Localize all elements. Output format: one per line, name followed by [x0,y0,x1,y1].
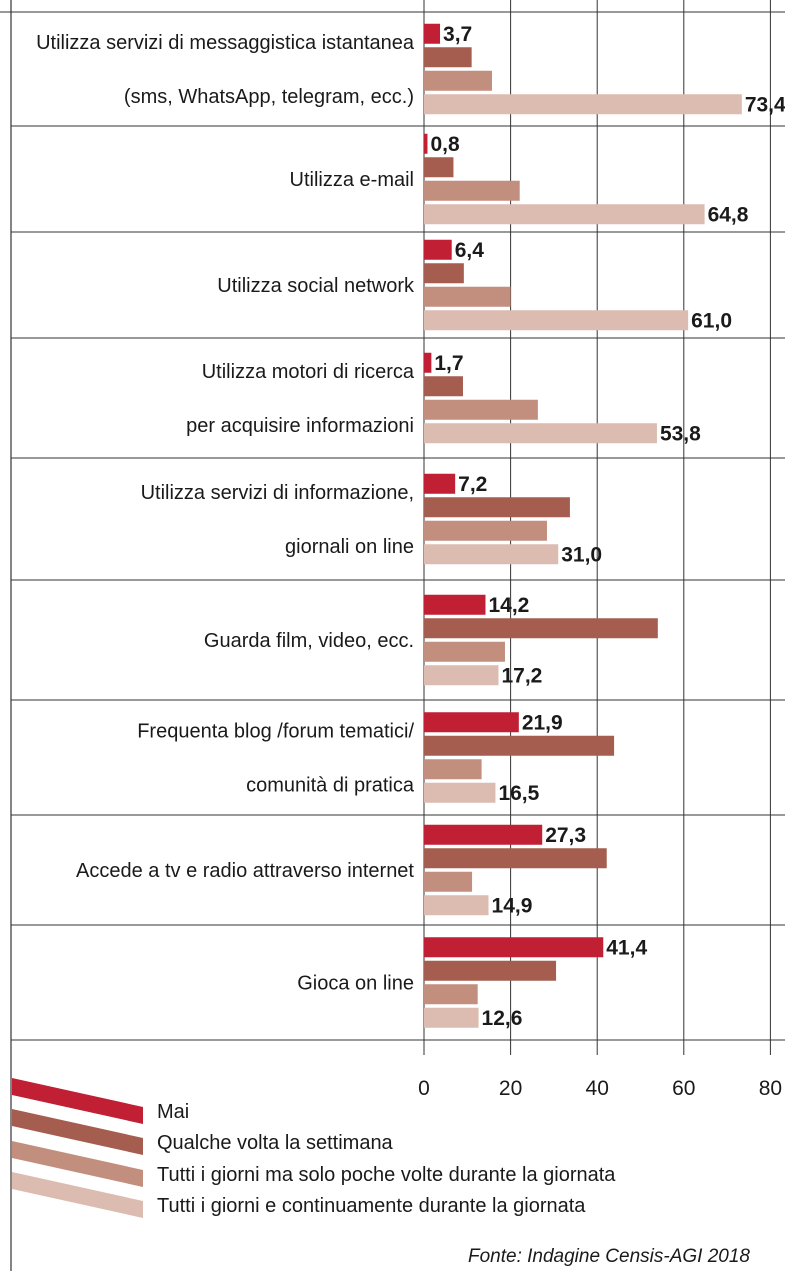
value-label: 14,9 [492,894,533,917]
legend: Mai Qualche volta la settimana Tutti i gio… [12,1078,616,1218]
legend-label: Tutti i giorni ma solo poche volte duran… [157,1164,616,1186]
value-label: 53,8 [660,422,701,445]
value-label: 17,2 [501,664,542,687]
bar [424,473,456,494]
legend-swatch [12,1141,143,1187]
legend-label: Qualche volta la settimana [157,1132,394,1154]
value-label: 1,7 [434,352,463,375]
bar [424,310,689,331]
bar [424,594,486,615]
bar [424,848,607,869]
value-label: 0,8 [430,133,460,156]
bar [424,871,473,892]
category-label: Utilizza social network [217,275,415,297]
bar [424,180,520,201]
legend-label: Tutti i giorni e continuamente durante l… [157,1195,586,1217]
bars [424,23,742,1028]
x-tick-label: 80 [759,1077,782,1100]
bar [424,47,472,68]
legend-swatch [12,1078,143,1124]
bar [424,937,604,958]
category-label: Utilizza motori di ricerca [202,361,415,383]
value-label: 12,6 [482,1007,523,1030]
category-label: per acquisire informazioni [186,415,414,437]
bar [424,735,615,756]
category-label: Gioca on line [297,973,414,995]
bar [424,712,519,733]
value-label: 61,0 [691,309,732,332]
bar [424,286,511,307]
x-axis-ticks: 0 20 40 60 80 [418,1077,782,1100]
source-note: Fonte: Indagine Censis-AGI 2018 [468,1246,750,1267]
category-labels: Utilizza servizi di messaggistica istant… [36,32,415,995]
bar [424,618,658,639]
value-labels: 3,7 73,4 0,8 64,8 6,4 61,0 1,7 53,8 7,2 31,0 14,2 1… [430,23,785,1030]
category-label: giornali on line [285,536,414,558]
x-tick-label: 40 [586,1077,609,1100]
bar [424,641,505,662]
bar [424,263,464,284]
value-label: 21,9 [522,711,563,734]
legend-swatch [12,1109,143,1155]
value-label: 27,3 [545,824,586,847]
bar [424,376,463,397]
value-label: 16,5 [498,782,539,805]
bar [424,824,543,845]
value-label: 64,8 [708,203,749,226]
bar [424,1007,479,1028]
value-label: 41,4 [606,936,647,959]
value-label: 14,2 [488,594,529,617]
bar [424,239,452,260]
bar [424,23,441,44]
bar [424,94,742,115]
category-label: Accede a tv e radio attraverso internet [76,860,414,882]
bar [424,157,454,178]
bar [424,399,538,420]
value-label: 7,2 [458,473,487,496]
x-tick-label: 0 [418,1077,430,1100]
x-tick-label: 20 [499,1077,522,1100]
bar [424,520,547,541]
category-label: Utilizza e-mail [290,169,414,191]
category-label: comunità di pratica [246,775,415,797]
category-label: Guarda film, video, ecc. [204,630,414,652]
value-label: 73,4 [745,93,785,116]
category-label: Frequenta blog /forum tematici/ [137,721,414,743]
legend-swatch [12,1172,143,1218]
bar [424,352,432,373]
bar [424,497,570,518]
bar [424,665,499,686]
bar [424,984,478,1005]
bar [424,759,482,780]
bar [424,544,559,565]
bar [424,204,705,225]
x-tick-label: 60 [672,1077,695,1100]
bar [424,782,496,803]
legend-label: Mai [157,1101,189,1123]
bar [424,960,557,981]
bar [424,895,489,916]
value-label: 6,4 [455,239,485,262]
bar [424,133,428,154]
bar [424,423,657,444]
category-label: (sms, WhatsApp, telegram, ecc.) [124,86,414,108]
value-label: 3,7 [443,23,472,46]
category-label: Utilizza servizi di messaggistica istant… [36,32,415,54]
bar [424,70,492,91]
value-label: 31,0 [561,543,602,566]
category-label: Utilizza servizi di informazione, [141,482,414,504]
